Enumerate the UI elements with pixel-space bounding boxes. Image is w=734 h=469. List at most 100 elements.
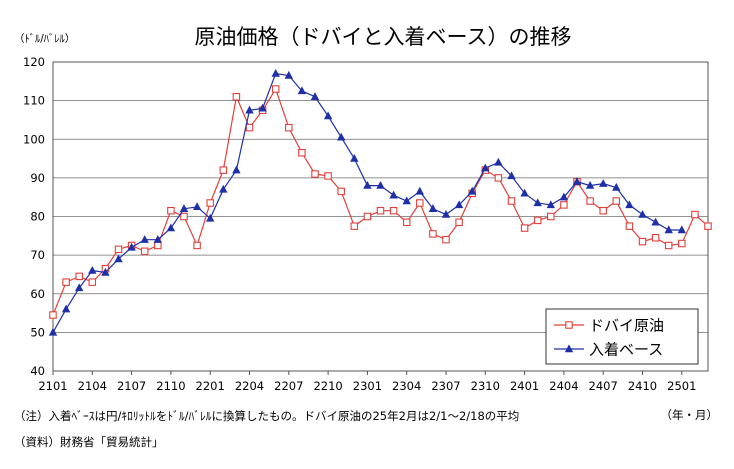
- x-tick-label: 2304: [392, 379, 421, 393]
- series-1: [49, 85, 712, 319]
- data-point: [546, 200, 555, 209]
- y-axis-unit-label: （ﾄﾞﾙ/ﾊﾞﾚﾙ）: [14, 33, 75, 45]
- data-point: [323, 111, 333, 120]
- data-point: [324, 172, 332, 180]
- y-tick-label: 70: [30, 248, 45, 262]
- data-point: [75, 272, 83, 281]
- data-point: [337, 132, 346, 141]
- data-point: [376, 181, 385, 189]
- data-point: [271, 85, 280, 93]
- data-point: [206, 199, 214, 207]
- data-point: [219, 166, 228, 174]
- data-point: [310, 92, 320, 100]
- data-point: [127, 242, 136, 251]
- y-tick-label: 40: [30, 364, 45, 378]
- data-point: [245, 123, 254, 132]
- data-point: [363, 181, 372, 189]
- x-axis-ticks: 2101 2104 2107 2110 2201 2204 2207 2210 2301 2304…: [38, 371, 696, 393]
- data-point: [88, 265, 97, 274]
- data-point: [271, 68, 280, 77]
- x-tick-label: 2401: [510, 379, 539, 393]
- footnote: （注）入着ﾍﾞｰｽは円/ｷﾛﾘｯﾄﾙをﾄﾞﾙ/ﾊﾞﾚﾙに換算したもの。ドバイ原油…: [14, 409, 520, 423]
- x-tick-label: 2310: [471, 379, 500, 393]
- data-point: [363, 212, 372, 221]
- legend-marker: [564, 344, 574, 353]
- plot-area-frame: [52, 61, 709, 372]
- x-tick-label: 2301: [353, 379, 382, 393]
- legend-entry: ドバイ原油: [554, 317, 664, 335]
- data-point: [625, 200, 634, 209]
- data-point: [75, 283, 84, 292]
- data-point: [415, 186, 424, 195]
- data-point: [232, 165, 241, 174]
- x-tick-label: 2204: [235, 379, 264, 393]
- data-point: [429, 230, 437, 238]
- chart-title: 原油価格（ドバイと入着ベース）の推移: [195, 25, 572, 49]
- data-point: [180, 212, 188, 221]
- data-point: [402, 218, 411, 227]
- data-point: [232, 93, 241, 101]
- data-point: [114, 245, 123, 254]
- x-tick-label: 2307: [431, 379, 460, 393]
- data-point: [179, 204, 189, 212]
- data-point: [547, 212, 555, 221]
- x-tick-label: 2407: [589, 379, 618, 393]
- data-point: [140, 247, 149, 256]
- data-point: [507, 171, 516, 180]
- x-tick-label: 2404: [549, 379, 578, 393]
- data-point: [350, 222, 359, 230]
- y-axis-ticks: 40 50 60 70 80 90 100 110 120: [23, 55, 45, 378]
- data-point: [245, 105, 254, 114]
- data-point: [154, 241, 162, 250]
- x-tick-label: 2104: [78, 379, 107, 393]
- data-point: [167, 206, 175, 215]
- data-point: [678, 239, 686, 248]
- data-point: [520, 224, 529, 232]
- data-point: [586, 197, 594, 205]
- y-tick-label: 80: [30, 210, 45, 224]
- data-point: [560, 201, 568, 209]
- data-point: [62, 278, 70, 286]
- y-tick-label: 90: [30, 171, 45, 185]
- data-point: [219, 184, 228, 193]
- y-tick-label: 110: [23, 94, 45, 108]
- legend-marker: [565, 321, 573, 329]
- legend-box: [545, 308, 699, 365]
- data-point: [140, 235, 149, 243]
- data-point: [625, 222, 634, 230]
- data-point: [389, 206, 398, 215]
- data-point: [612, 182, 621, 191]
- data-point: [376, 206, 385, 215]
- x-tick-label: 2210: [313, 379, 342, 393]
- data-point: [88, 278, 97, 286]
- data-point: [416, 199, 424, 207]
- data-point: [114, 254, 123, 263]
- data-point: [533, 198, 542, 207]
- data-point: [297, 86, 307, 95]
- data-point: [49, 311, 57, 319]
- series-layer: [48, 68, 712, 336]
- data-point: [494, 157, 503, 166]
- data-point: [337, 187, 345, 196]
- data-point: [559, 192, 569, 201]
- data-point: [206, 213, 215, 222]
- data-point: [481, 163, 490, 172]
- data-point: [612, 197, 621, 205]
- x-axis-unit-label: （年・月）: [661, 408, 719, 422]
- x-tick-label: 2207: [274, 379, 303, 393]
- data-point: [599, 179, 608, 187]
- data-point: [638, 237, 647, 246]
- data-point: [311, 170, 319, 178]
- gridlines: [53, 100, 708, 333]
- y-tick-label: 120: [23, 55, 45, 69]
- data-point: [441, 209, 451, 218]
- legend-label: ドバイ原油: [589, 317, 664, 335]
- data-point: [284, 70, 293, 79]
- data-point: [572, 177, 582, 185]
- data-point: [520, 188, 529, 197]
- data-point: [704, 222, 712, 230]
- x-tick-label: 2410: [628, 379, 657, 393]
- x-tick-label: 2110: [156, 379, 185, 393]
- data-point: [193, 241, 201, 250]
